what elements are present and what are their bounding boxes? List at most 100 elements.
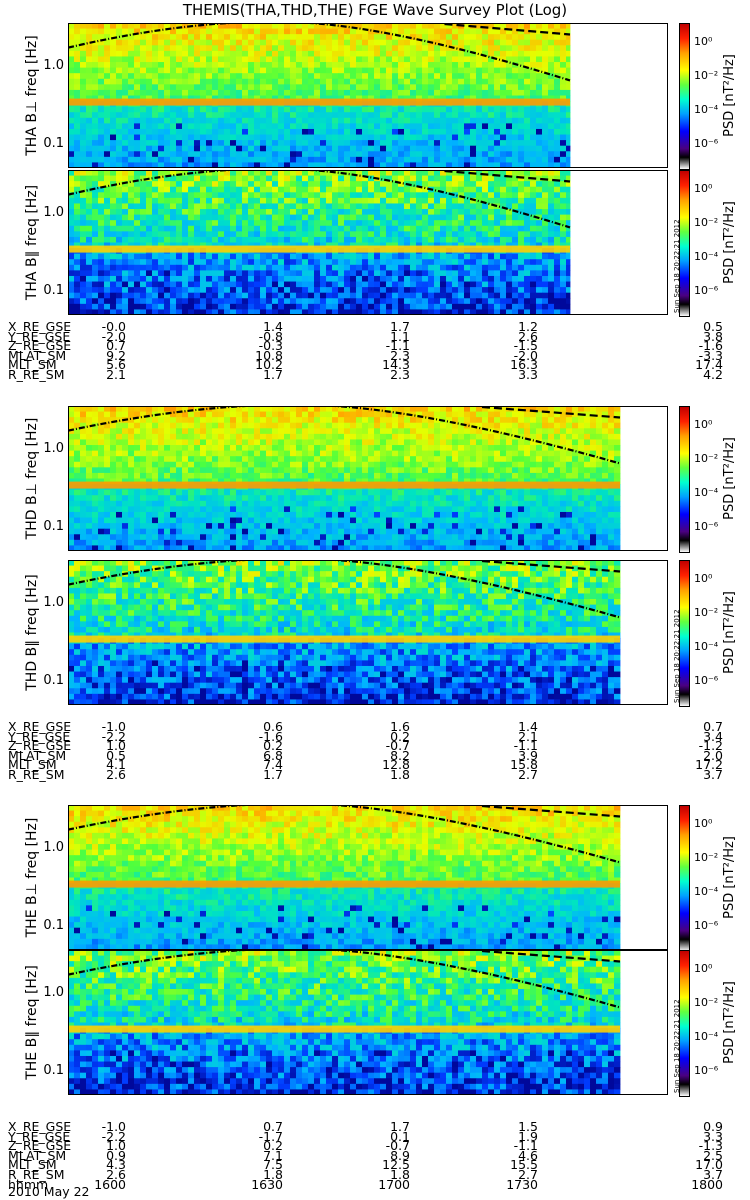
spectrogram-cell xyxy=(302,128,309,136)
spectrogram-cell xyxy=(542,112,549,119)
plot-frame xyxy=(68,170,668,315)
spectrogram-cell xyxy=(398,28,405,35)
spectrogram-cell xyxy=(116,151,123,158)
spectrogram-cell xyxy=(248,106,255,113)
spectrogram-cell xyxy=(530,417,537,424)
spectrogram-cell xyxy=(278,23,285,30)
spectrogram-cell xyxy=(86,428,93,435)
spectrogram-cell xyxy=(512,84,519,91)
spectrogram-cell xyxy=(404,128,411,136)
spectrogram-cell xyxy=(524,422,531,429)
spectrogram-cell xyxy=(266,73,273,80)
spectrogram-cell xyxy=(326,89,333,97)
spectrogram-cell xyxy=(140,73,147,80)
spectrogram-cell xyxy=(266,140,273,147)
spectrogram-cell xyxy=(200,422,207,429)
spectrogram-cell xyxy=(98,192,105,199)
spectrogram-cell xyxy=(248,62,255,69)
spectrogram-cell xyxy=(512,106,519,113)
spectrogram-cell xyxy=(152,231,159,238)
spectrogram-cell xyxy=(386,220,393,227)
spectrogram-cell xyxy=(80,34,87,41)
spectrogram-cell xyxy=(86,67,93,74)
spectrogram-cell xyxy=(560,192,567,199)
spectrogram-cell xyxy=(146,89,153,97)
spectrogram-cell xyxy=(464,303,471,311)
spectrogram-cell xyxy=(440,433,447,441)
spectrogram-cell xyxy=(314,89,321,97)
spectrogram-cell xyxy=(554,140,561,147)
spectrogram-cell xyxy=(566,281,571,288)
spectrogram-cell xyxy=(470,281,477,288)
spectrogram-cell xyxy=(284,428,291,435)
spectrogram-cell xyxy=(500,62,507,69)
spectrogram-cell xyxy=(236,128,243,136)
spectrogram-cell xyxy=(488,73,495,80)
spectrogram-cell xyxy=(212,203,219,210)
spectrogram-cell xyxy=(416,34,423,41)
spectrogram-cell xyxy=(338,253,345,260)
spectrogram-cell xyxy=(134,231,141,238)
spectrogram-cell xyxy=(98,406,105,413)
spectrogram-cell xyxy=(452,236,459,244)
spectrogram-cell xyxy=(380,117,387,124)
spectrogram-cell xyxy=(434,428,441,435)
spectrogram-cell xyxy=(308,34,315,41)
spectrogram-cell xyxy=(386,231,393,238)
spectrogram-cell xyxy=(422,433,429,441)
spectrogram-cell xyxy=(176,181,183,188)
spectrogram-cell xyxy=(392,151,399,158)
spectrogram-cell xyxy=(98,39,105,46)
spectrogram-cell xyxy=(386,275,393,283)
spectrogram-cell xyxy=(392,417,399,424)
spectrogram-cell xyxy=(608,417,615,424)
spectrogram-cell xyxy=(350,45,357,52)
spectrogram-cell xyxy=(104,45,111,52)
spectrogram-cell xyxy=(98,298,105,305)
spectrogram-cell xyxy=(326,162,333,168)
spectrogram-cell xyxy=(170,145,177,152)
spectrogram-cell xyxy=(272,275,279,283)
spectrogram-cell xyxy=(548,156,555,164)
spectrogram-cell xyxy=(206,170,213,177)
spectrogram-cell xyxy=(380,145,387,152)
spectrogram-cell xyxy=(182,162,189,168)
spectrogram-cell xyxy=(470,123,477,130)
spectrogram-cell xyxy=(152,170,159,177)
spectrogram-cell xyxy=(494,151,501,158)
spectrogram-cell xyxy=(224,84,231,91)
spectrogram-cell xyxy=(398,231,405,238)
spectrogram-cell xyxy=(356,203,363,210)
spectrogram-cell xyxy=(464,209,471,216)
spectrogram-cell xyxy=(68,162,75,168)
spectrogram-cell xyxy=(284,56,291,63)
spectrogram-cell xyxy=(524,56,531,63)
spectrogram-cell xyxy=(266,112,273,119)
spectrogram-cell xyxy=(164,287,171,294)
spectrogram-cell xyxy=(194,117,201,124)
spectrogram-cell xyxy=(356,236,363,244)
colorbar xyxy=(679,170,690,317)
spectrogram-cell xyxy=(110,298,117,305)
spectrogram-cell xyxy=(230,34,237,41)
spectrogram-cell xyxy=(434,89,441,97)
spectrogram-cell xyxy=(302,275,309,283)
spectrogram-cell xyxy=(476,73,483,80)
spectrogram-cell xyxy=(218,433,225,441)
spectrogram-cell xyxy=(194,50,201,58)
spectrogram-cell xyxy=(284,220,291,227)
spectrogram-cell xyxy=(86,62,93,69)
spectrogram-cell xyxy=(548,112,555,119)
spectrogram-cell xyxy=(284,270,291,277)
spectrogram-cell xyxy=(350,428,357,435)
spectrogram-cell xyxy=(218,209,225,216)
spectrogram-cell xyxy=(278,298,285,305)
spectrogram-cell xyxy=(170,287,177,294)
spectrogram-cell xyxy=(284,89,291,97)
spectrogram-cell xyxy=(104,34,111,41)
spectrogram-cell xyxy=(488,106,495,113)
spectrogram-cell xyxy=(542,45,549,52)
spectrogram-cell xyxy=(356,34,363,41)
spectrogram-cell xyxy=(164,264,171,271)
spectrogram-cell xyxy=(224,112,231,119)
